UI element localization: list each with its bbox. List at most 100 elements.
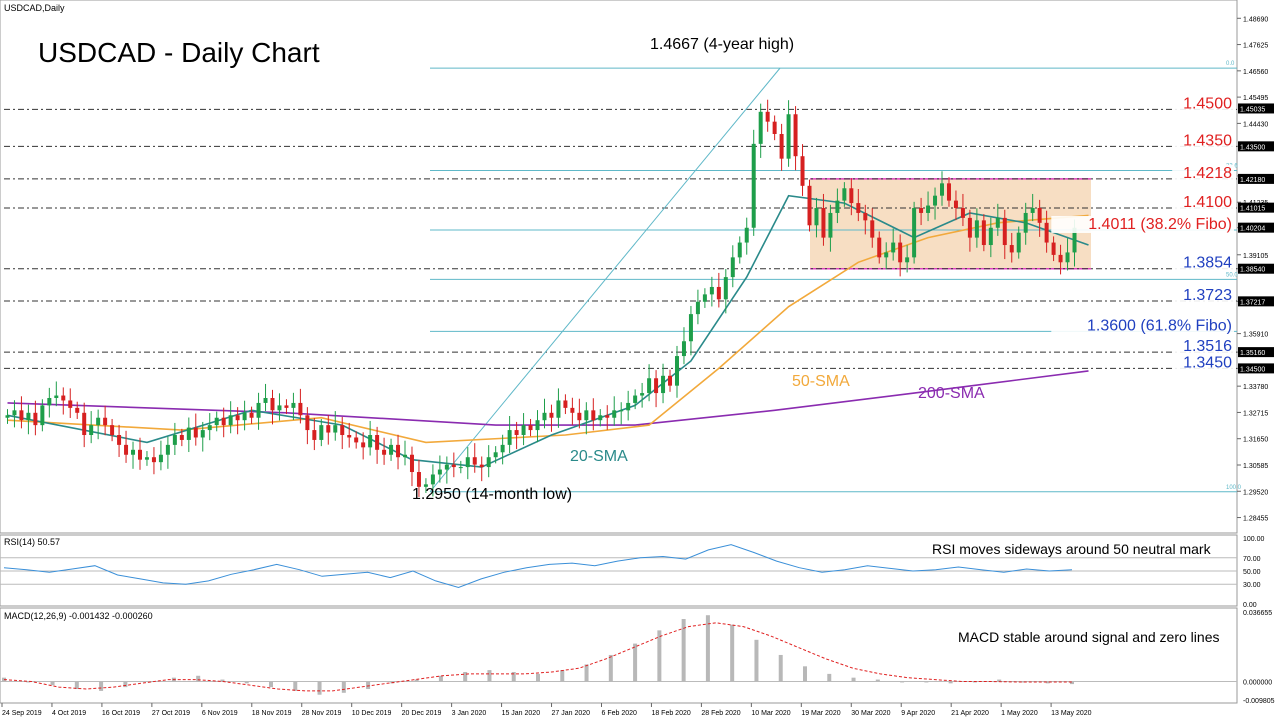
- candle-body: [946, 183, 951, 201]
- candle-body: [779, 134, 784, 159]
- candle-body: [626, 402, 631, 411]
- candle-body: [326, 425, 331, 433]
- candle-body: [430, 474, 435, 485]
- sma50-label: 50-SMA: [792, 373, 850, 390]
- date-label: 27 Oct 2019: [152, 710, 190, 717]
- candle-body: [263, 398, 268, 403]
- candle-body: [465, 457, 470, 468]
- candle-body: [1058, 254, 1063, 263]
- candle-body: [486, 457, 491, 468]
- candle-body: [688, 314, 693, 342]
- rsi-tick-label: 100.00: [1243, 536, 1265, 543]
- date-label: 20 Dec 2019: [402, 710, 442, 717]
- level-label-bg: [1172, 338, 1234, 356]
- candle-body: [1037, 208, 1042, 223]
- candle-body: [737, 242, 742, 258]
- candle-body: [800, 156, 805, 186]
- candle-body: [514, 430, 519, 436]
- symbol-label: USDCAD,Daily: [4, 3, 65, 13]
- candle-body: [277, 405, 282, 411]
- candle-body: [793, 114, 798, 157]
- main-panel-frame: [0, 0, 1238, 534]
- candle-body: [423, 484, 428, 487]
- date-label: 30 Mar 2020: [851, 710, 890, 717]
- candle-body: [926, 205, 931, 213]
- candle-body: [542, 412, 547, 421]
- date-label: 16 Oct 2019: [102, 710, 140, 717]
- level-label: 1.4350: [1183, 132, 1232, 149]
- candle-body: [451, 464, 456, 468]
- rsi-tick-label: 30.00: [1243, 582, 1261, 589]
- macd-bar: [1070, 681, 1074, 685]
- candle-body: [591, 410, 596, 421]
- candle-body: [898, 242, 903, 263]
- fibo-mark: 100.0: [1226, 485, 1242, 491]
- price-tick-label: 1.30585: [1243, 463, 1268, 470]
- candle-body: [54, 395, 59, 398]
- candle-body: [249, 412, 254, 418]
- macd-bar: [778, 654, 783, 682]
- candle-body: [256, 402, 261, 418]
- macd-bar: [341, 681, 346, 693]
- candle-body: [988, 227, 993, 246]
- price-highlight-box: [1238, 363, 1274, 374]
- price-tick-label: 1.33780: [1243, 384, 1268, 391]
- candle-body: [19, 410, 24, 421]
- candle-body: [472, 457, 477, 465]
- candle-body: [179, 435, 184, 440]
- price-tick-label: 1.32715: [1243, 410, 1268, 417]
- candle-body: [981, 220, 986, 246]
- macd-bar: [900, 681, 905, 683]
- price-highlight-box: [1238, 173, 1274, 184]
- candle-body: [242, 412, 247, 421]
- candle-body: [535, 420, 540, 431]
- candle-body: [193, 427, 198, 438]
- macd-bar: [293, 681, 298, 691]
- candle-body: [521, 425, 526, 436]
- candle-body: [751, 143, 756, 228]
- low-annotation: 1.2950 (14-month low): [412, 486, 572, 503]
- candle-body: [1030, 208, 1035, 213]
- date-label: 18 Feb 2020: [651, 710, 690, 717]
- candle-body: [361, 442, 366, 448]
- candle-body: [821, 208, 826, 238]
- rsi-label: RSI(14) 50.57: [4, 537, 60, 547]
- candle-body: [528, 425, 533, 431]
- candle-body: [919, 208, 924, 213]
- date-label: 6 Feb 2020: [601, 710, 637, 717]
- macd-bar: [317, 681, 322, 695]
- level-label: 1.3854: [1183, 255, 1232, 272]
- macd-tick-label: 0.036655: [1243, 610, 1272, 617]
- macd-bar: [2, 677, 6, 682]
- candle-body: [556, 400, 561, 418]
- candle-body: [200, 430, 205, 438]
- macd-panel-frame: [0, 607, 1238, 704]
- candle-body: [158, 454, 163, 463]
- macd-bar: [827, 673, 832, 682]
- price-tick-label: 1.35910: [1243, 332, 1268, 339]
- candle-body: [228, 415, 233, 426]
- price-highlight-label: 1.40204: [1240, 226, 1265, 233]
- price-highlight-box: [1238, 296, 1274, 307]
- candle-body: [396, 444, 401, 458]
- macd-bar: [99, 681, 104, 691]
- macd-bar: [511, 671, 516, 682]
- macd-signal-line: [3, 622, 1072, 692]
- candle-body: [507, 430, 512, 445]
- high-annotation: 1.4667 (4-year high): [650, 36, 794, 53]
- candle-body: [1072, 227, 1077, 253]
- level-label: 1.3600 (61.8% Fibo): [1087, 317, 1232, 334]
- candle-body: [284, 405, 289, 408]
- candle-body: [68, 400, 73, 408]
- candle-body: [828, 212, 833, 238]
- macd-bar: [560, 670, 565, 682]
- price-tick-label: 1.47625: [1243, 43, 1268, 50]
- macd-bar: [754, 639, 759, 682]
- candle-body: [953, 200, 958, 209]
- macd-label: MACD(12,26,9) -0.001432 -0.000260: [4, 611, 153, 621]
- level-label-bg: [1172, 354, 1234, 372]
- price-highlight-label: 1.45035: [1240, 106, 1265, 113]
- candle-body: [340, 425, 345, 436]
- date-label: 19 Mar 2020: [801, 710, 840, 717]
- candle-body: [640, 393, 645, 396]
